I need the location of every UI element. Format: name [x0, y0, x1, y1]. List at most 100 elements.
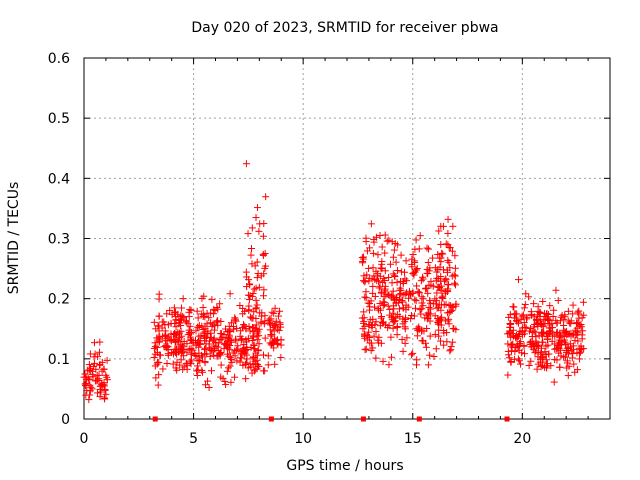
data-point: [564, 330, 572, 338]
data-point: [420, 327, 428, 335]
data-point: [81, 382, 89, 390]
data-point: [550, 378, 558, 386]
y-tick-label: 0.2: [48, 292, 70, 308]
data-point: [506, 311, 514, 319]
data-point: [210, 351, 218, 359]
data-point: [384, 302, 392, 310]
data-point: [401, 339, 409, 347]
data-point: [199, 353, 207, 361]
y-tick-label: 0.5: [48, 111, 70, 127]
data-point: [172, 331, 180, 339]
data-point: [276, 307, 284, 315]
data-point: [360, 332, 368, 340]
data-point: [237, 327, 245, 335]
data-point: [277, 354, 285, 362]
data-point: [394, 311, 402, 319]
data-point: [505, 354, 513, 362]
data-point: [544, 310, 552, 318]
data-point: [249, 333, 257, 341]
data-point: [226, 362, 234, 370]
data-point: [158, 324, 166, 332]
data-point: [154, 358, 162, 366]
data-point: [444, 215, 452, 223]
data-point: [362, 345, 370, 353]
data-point: [103, 376, 111, 384]
data-point: [431, 312, 439, 320]
data-point: [431, 330, 439, 338]
data-point: [216, 349, 224, 357]
data-point: [360, 308, 368, 316]
data-point: [172, 323, 180, 331]
data-point: [438, 293, 446, 301]
data-point: [163, 310, 171, 318]
data-point: [514, 276, 522, 284]
data-point: [534, 307, 542, 315]
data-point: [557, 331, 565, 339]
data-point: [505, 351, 513, 359]
data-point: [505, 329, 513, 337]
data-point: [85, 396, 93, 404]
data-point: [231, 352, 239, 360]
data-point: [227, 338, 235, 346]
data-point: [252, 321, 260, 329]
x-tick-label: 20: [513, 431, 531, 447]
data-point: [246, 281, 254, 289]
data-point: [259, 351, 267, 359]
data-point: [168, 311, 176, 319]
zero-marker: [360, 416, 366, 422]
data-point: [96, 360, 104, 368]
grid-lines: [84, 58, 610, 419]
data-point: [399, 291, 407, 299]
data-point: [250, 285, 258, 293]
data-point: [158, 318, 166, 326]
data-point: [261, 367, 269, 375]
data-point: [367, 220, 375, 228]
data-point: [557, 340, 565, 348]
data-point: [257, 272, 265, 280]
axis-ticks: 0 0.1 0.2 0.3 0.4 0.5 0.6 0 5 10 15 20: [48, 51, 610, 447]
y-tick-label: 0.4: [48, 171, 70, 187]
data-point: [369, 344, 377, 352]
data-point: [255, 340, 263, 348]
data-point: [558, 311, 566, 319]
data-point: [207, 329, 215, 337]
data-point: [388, 353, 396, 361]
data-point: [407, 351, 415, 359]
data-point: [538, 321, 546, 329]
data-point: [411, 296, 419, 304]
data-point: [211, 307, 219, 315]
data-point: [102, 371, 110, 379]
data-point: [253, 274, 261, 282]
data-point: [221, 377, 229, 385]
data-point: [227, 378, 235, 386]
data-point: [155, 295, 163, 303]
data-point: [391, 317, 399, 325]
data-point: [443, 266, 451, 274]
data-point: [508, 347, 516, 355]
data-point: [512, 314, 520, 322]
data-point: [193, 372, 201, 380]
data-point: [212, 339, 220, 347]
data-point: [452, 326, 460, 334]
data-point: [571, 337, 579, 345]
data-point: [192, 327, 200, 335]
data-point: [246, 360, 254, 368]
data-point: [179, 347, 187, 355]
data-point: [576, 348, 584, 356]
data-point: [250, 308, 258, 316]
data-point: [86, 350, 94, 358]
data-point: [88, 385, 96, 393]
data-point: [402, 257, 410, 265]
data-point: [265, 319, 273, 327]
x-tick-label: 10: [294, 431, 312, 447]
data-point: [225, 352, 233, 360]
data-point: [522, 315, 530, 323]
data-point: [376, 300, 384, 308]
data-point: [385, 361, 393, 369]
data-point: [389, 253, 397, 261]
data-point: [249, 354, 257, 362]
data-point: [560, 353, 568, 361]
data-point: [444, 229, 452, 237]
data-point: [435, 227, 443, 235]
data-point: [186, 358, 194, 366]
